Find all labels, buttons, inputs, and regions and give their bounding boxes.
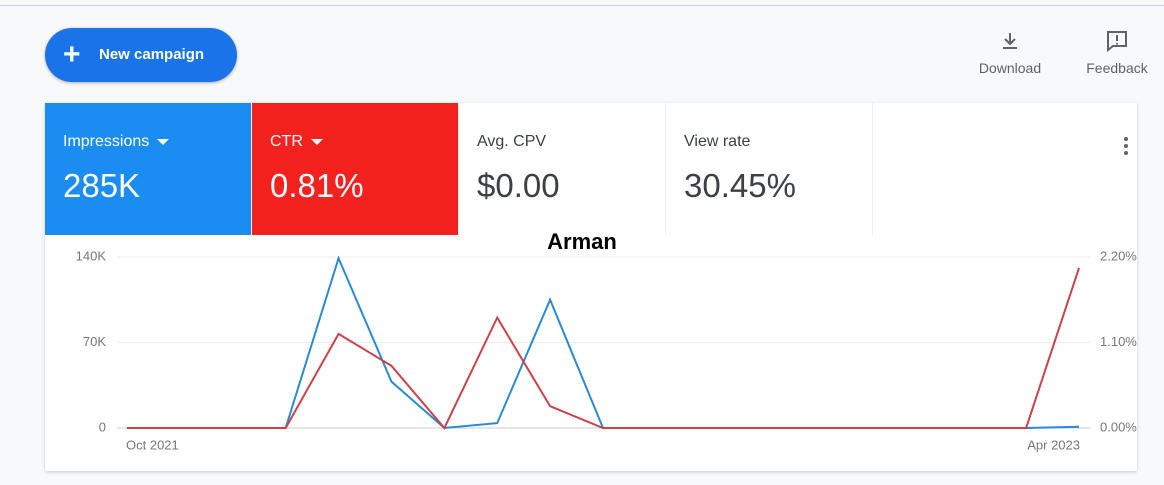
metric-tile[interactable]: Impressions 285K — [45, 103, 252, 235]
metric-label: Impressions — [63, 133, 150, 150]
feedback-icon — [1107, 31, 1127, 52]
feedback-label: Feedback — [1086, 60, 1148, 76]
caret — [157, 138, 170, 145]
y-tick-label: 0 — [99, 419, 106, 434]
download-button[interactable]: Download — [965, 30, 1055, 76]
chart-card: Impressions 285K CTR 0.81% Avg. CPV $0.0… — [45, 103, 1137, 471]
new-campaign-button[interactable]: + New campaign — [45, 28, 237, 82]
series-line — [127, 255, 1080, 430]
metric-value: 30.45% — [684, 167, 796, 204]
feedback-button[interactable]: Feedback — [1072, 30, 1162, 76]
metric-tile[interactable]: CTR 0.81% — [252, 103, 459, 235]
metric-tile[interactable]: Avg. CPV $0.00 — [459, 103, 666, 235]
metric-label: View rate — [684, 133, 751, 150]
y2-tick-label: 1.10% — [1100, 334, 1137, 349]
metric-value: 285K — [63, 167, 141, 204]
button-label: New campaign — [99, 46, 205, 63]
metric-label: Avg. CPV — [477, 133, 547, 150]
caret — [310, 138, 323, 145]
download-icon — [1003, 33, 1017, 49]
top-border — [0, 5, 1164, 6]
x-tick-label: Apr 2023 — [1027, 437, 1080, 452]
y-tick-label: 140K — [76, 248, 107, 263]
plus-icon: + — [63, 38, 81, 71]
y-tick-label: 70K — [83, 334, 106, 349]
more-menu[interactable] — [1122, 136, 1130, 156]
x-tick-label: Oct 2021 — [126, 437, 179, 452]
metric-label: CTR — [270, 133, 303, 150]
download-label: Download — [978, 60, 1042, 76]
series-line — [127, 267, 1080, 430]
metric-value: $0.00 — [477, 167, 560, 204]
chart-title: Arman — [547, 229, 617, 254]
metric-value: 0.81% — [270, 167, 364, 204]
y2-tick-label: 0.00% — [1100, 419, 1137, 434]
metric-tile[interactable]: View rate 30.45% — [666, 103, 873, 235]
y2-tick-label: 2.20% — [1100, 248, 1137, 263]
